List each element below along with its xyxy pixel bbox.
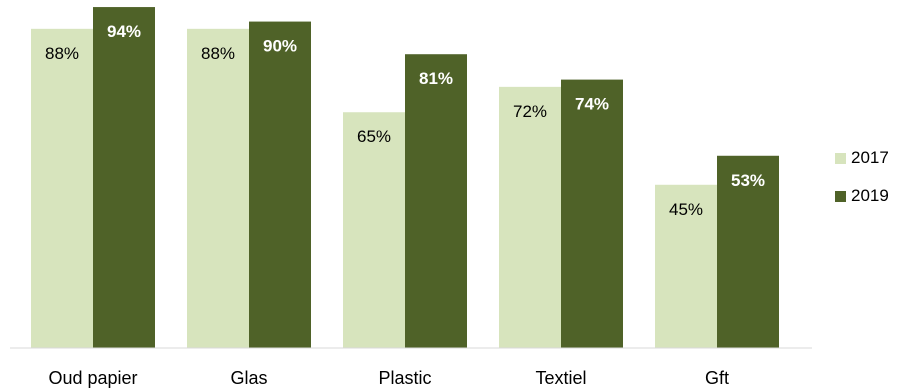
data-label-2017-textiel: 72% [513, 102, 547, 121]
legend-swatch-2017 [835, 152, 846, 164]
legend-label-2019: 2019 [851, 186, 889, 205]
legend-item-2017: 2017 [835, 148, 889, 168]
data-label-2019-oud-papier: 94% [107, 22, 141, 41]
bar-2017-oud-papier [31, 28, 93, 348]
x-tick-labels: Oud papier Glas Plastic Textiel Gft [48, 368, 729, 388]
bar-2017-plastic [343, 112, 405, 349]
bar-2017-textiel [499, 86, 561, 348]
bars-layer [31, 7, 779, 349]
data-label-2017-plastic: 65% [357, 127, 391, 146]
bar-2019-textiel [561, 79, 623, 349]
x-tick-label: Gft [705, 368, 729, 388]
labels-layer: 88% 94% 88% 90% 65% 81% 72% 74% 45% 53% [45, 22, 765, 219]
bar-2019-glas [249, 21, 311, 348]
data-label-2019-textiel: 74% [575, 95, 609, 114]
legend: 2017 2019 [835, 148, 889, 224]
bar-2019-oud-papier [93, 7, 155, 348]
bar-2019-plastic [405, 54, 467, 348]
x-tick-label: Plastic [378, 368, 431, 388]
x-tick-label: Textiel [535, 368, 586, 388]
data-label-2019-plastic: 81% [419, 69, 453, 88]
data-label-2019-gft: 53% [731, 171, 765, 190]
bar-2017-gft [655, 184, 717, 348]
bar-2019-gft [717, 155, 779, 348]
legend-item-2019: 2019 [835, 186, 889, 206]
x-tick-label: Glas [230, 368, 267, 388]
legend-label-2017: 2017 [851, 148, 889, 167]
x-tick-label: Oud papier [48, 368, 137, 388]
data-label-2017-oud-papier: 88% [45, 44, 79, 63]
data-label-2017-glas: 88% [201, 44, 235, 63]
data-label-2017-gft: 45% [669, 200, 703, 219]
legend-swatch-2019 [835, 190, 846, 202]
bar-2017-glas [187, 28, 249, 348]
data-label-2019-glas: 90% [263, 37, 297, 56]
